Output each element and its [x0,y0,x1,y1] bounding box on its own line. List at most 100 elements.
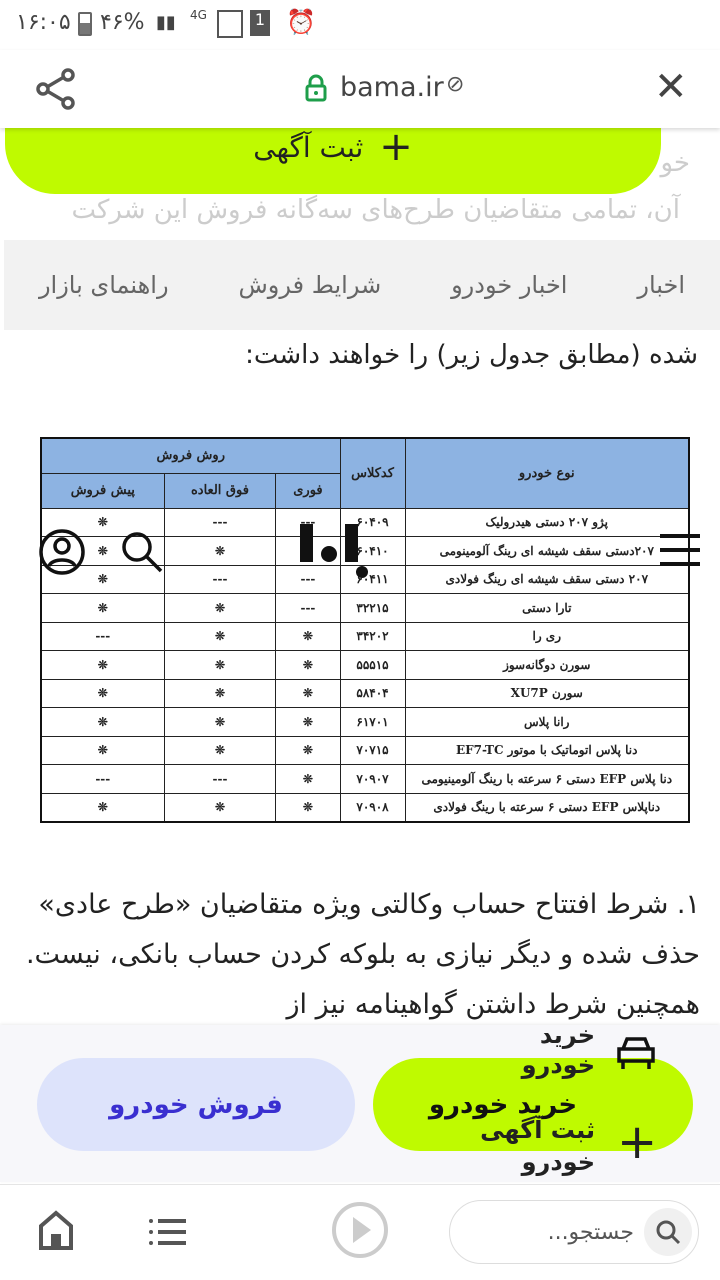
table-row: دنا پلاس EFP دستی ۶ سرعته با رینگ آلومین… [40,764,690,794]
article-paragraph: ۱. شرط افتتاح حساب وکالتی ویژه متقاضیان … [25,889,700,1020]
close-icon[interactable]: ✕ [654,64,688,110]
tab-car-news[interactable]: اخبار خودرو [451,271,568,299]
faded-text: آن، تمامی متقاضیان طرح‌های سه‌گانه فروش … [71,195,681,225]
cell-code: ۶۰۴۱۱ [339,564,406,594]
search-field[interactable]: جستجو... [449,1200,699,1264]
sales-table: نوع خودرو کدکلاس روش فروش فوری فوق العاده پی… [40,437,690,823]
cell-immediate: ❊ [275,678,341,708]
post-ad-label: ثبت آگهی [253,130,364,164]
table-row: رانا پلاس ۶۱۷۰۱ ❊ ❊ ❊ [40,707,690,737]
cell-presale: ❊ [40,593,165,623]
cell-code: ۷۰۹۰۷ [339,764,406,794]
col-code: کدکلاس [339,437,406,509]
cell-code: ۳۴۲۰۲ [339,621,406,651]
table-row: دناپلاس EFP دستی ۶ سرعته با رینگ فولادی ۷… [40,792,690,822]
hamburger-menu-icon[interactable] [660,532,700,568]
cell-code: ۳۲۲۱۵ [339,593,406,623]
cell-extraordinary: ❊ [163,735,277,765]
buy-car-overlay-label: خرید خودرو [521,1021,595,1079]
table-row: سورن XU7P ۵۸۴۰۴ ❊ ❊ ❊ [40,678,690,708]
cell-presale: ❊ [40,792,165,822]
post-ad-bottom-label[interactable]: ثبت آگهی [480,1116,595,1144]
cell-immediate: ❊ [275,707,341,737]
faded-text: خو [660,148,690,178]
cell-extraordinary: --- [163,764,277,794]
cell-extraordinary: ❊ [163,678,277,708]
col-extraordinary: فوق العاده [163,472,277,509]
table-row: ری را ۳۴۲۰۲ ❊ ❊ --- [40,621,690,651]
cell-extraordinary: ❊ [163,650,277,680]
cell-presale: ❊ [40,707,165,737]
bama-logo-icon[interactable] [298,522,370,580]
cell-extraordinary: ❊ [163,536,277,566]
cell-extraordinary: --- [163,507,277,537]
list-icon[interactable] [148,1218,188,1246]
cell-presale: --- [40,621,165,651]
intro-text: شده (مطابق جدول زیر) را خواهند داشت: [245,340,698,370]
category-tabs: اخبار اخبار خودرو شرایط فروش راهنمای باز… [4,240,720,330]
cell-immediate: ❊ [275,764,341,794]
table-row: سورن دوگانه‌سوز ۵۵۵۱۵ ❊ ❊ ❊ [40,650,690,680]
cell-presale: ❊ [40,735,165,765]
cell-immediate: ❊ [275,735,341,765]
cell-immediate: --- [275,564,341,594]
cell-type: ۲۰۷دستی سقف شیشه ای رینگ آلومینومی [404,536,690,566]
cell-immediate: --- [275,593,341,623]
col-type: نوع خودرو [404,437,690,509]
cell-type: رانا پلاس [404,707,690,737]
user-icon[interactable] [38,528,86,576]
search-icon[interactable] [120,530,164,574]
cell-code: ۷۰۷۱۵ [339,735,406,765]
signal-icon: ▮▮ [156,12,176,33]
table-row: دنا پلاس اتوماتیک با موتور EF7-TC ۷۰۷۱۵ ❊ ❊… [40,735,690,765]
cell-type: پژو ۲۰۷ دستی هیدرولیک [404,507,690,537]
share-icon[interactable] [36,68,76,110]
battery-icon [78,12,92,36]
cell-extraordinary: --- [163,564,277,594]
cell-code: ۶۱۷۰۱ [339,707,406,737]
cell-code: ۷۰۹۰۸ [339,792,406,822]
tab-news[interactable]: اخبار [637,271,686,299]
cell-type: ری را [404,621,690,651]
post-ad-sub-label: خودرو [521,1148,595,1176]
signal-box-icon [217,10,243,38]
cell-type: دنا پلاس EFP دستی ۶ سرعته با رینگ آلومین… [404,764,690,794]
table-row: پژو ۲۰۷ دستی هیدرولیک ۶۰۴۰۹ --- --- ❊ [40,507,690,537]
cell-immediate: ❊ [275,792,341,822]
buy-car-button[interactable]: خرید خودرو [373,1058,693,1151]
status-bar: ۱۶:۰۵ ۴۶% ▮▮ 4G 1 ⏰ [0,0,720,50]
tracking-off-icon[interactable]: ⊘ [446,72,465,97]
tab-sale-terms[interactable]: شرایط فروش [238,271,382,299]
network-type: 4G [190,8,207,22]
table-row: ۲۰۷ دستی سقف شیشه ای رینگ فولادی ۶۰۴۱۱ ---… [40,564,690,594]
cell-immediate: ❊ [275,650,341,680]
cell-extraordinary: ❊ [163,621,277,651]
search-placeholder: جستجو... [547,1219,634,1245]
cell-extraordinary: ❊ [163,707,277,737]
play-icon[interactable] [330,1200,390,1260]
url-domain[interactable]: bama.ir [340,72,444,103]
cell-presale: ❊ [40,678,165,708]
battery-level: ۴۶% [100,10,145,35]
col-method: روش فروش [40,437,341,474]
plus-icon: + [379,124,413,170]
plus-icon: + [617,1114,658,1170]
buy-car-label: خرید خودرو [428,1089,578,1120]
cell-type: سورن دوگانه‌سوز [404,650,690,680]
search-icon [644,1208,692,1256]
cell-extraordinary: ❊ [163,593,277,623]
cell-presale: ❊ [40,650,165,680]
lock-icon [305,74,327,102]
home-icon[interactable] [38,1210,74,1250]
cell-extraordinary: ❊ [163,792,277,822]
cell-presale: --- [40,764,165,794]
clock: ۱۶:۰۵ [16,10,71,35]
sell-car-button[interactable]: فروش خودرو [37,1058,355,1151]
tab-market-guide[interactable]: راهنمای بازار [38,271,169,299]
cell-type: ۲۰۷ دستی سقف شیشه ای رینگ فولادی [404,564,690,594]
cell-code: ۵۵۵۱۵ [339,650,406,680]
alarm-icon: ⏰ [286,8,316,36]
sim-icon: 1 [250,10,270,36]
cell-type: تارا دستی [404,593,690,623]
cell-type: دنا پلاس اتوماتیک با موتور EF7-TC [404,735,690,765]
